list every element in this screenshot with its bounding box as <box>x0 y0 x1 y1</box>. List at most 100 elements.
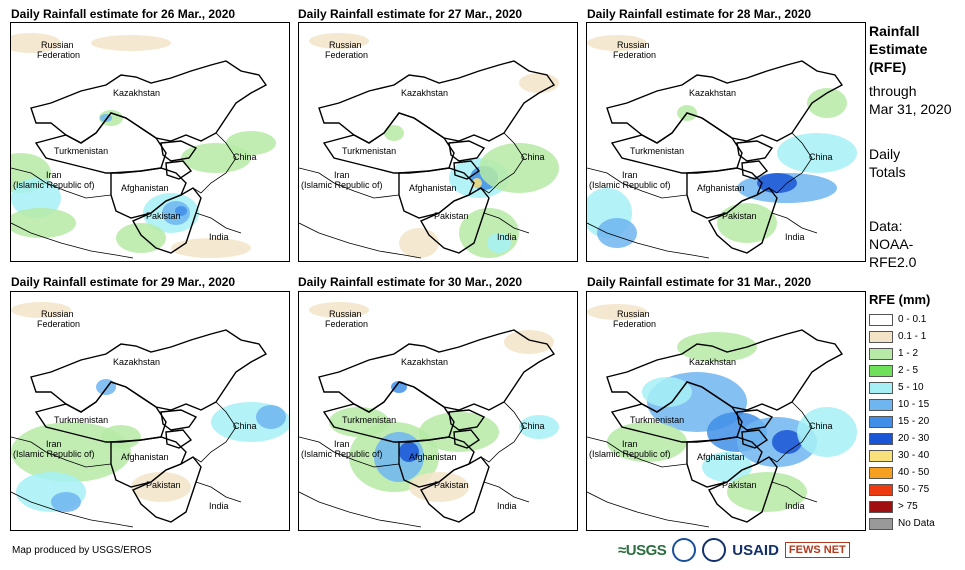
country-label: Iran <box>334 170 350 180</box>
country-boundary <box>420 187 490 254</box>
country-boundary <box>192 401 237 463</box>
country-label: (Islamic Republic of) <box>301 180 383 190</box>
country-label: (Islamic Republic of) <box>589 180 671 190</box>
legend-swatch <box>869 330 893 343</box>
rainfall-area <box>677 332 757 362</box>
country-boundary <box>768 401 813 463</box>
country-boundary <box>453 160 481 180</box>
fews-net-logo: FEWS NET <box>784 542 850 558</box>
country-boundary <box>34 112 167 174</box>
country-label: India <box>497 501 517 511</box>
country-boundary <box>587 491 710 528</box>
country-label: Russian <box>617 309 650 319</box>
country-label: (Islamic Republic of) <box>301 449 383 459</box>
legend-swatch <box>869 415 893 428</box>
country-label: Turkmenistan <box>630 146 684 156</box>
map-credit: Map produced by USGS/EROS <box>12 545 152 556</box>
rainfall-area <box>309 33 369 49</box>
country-boundary <box>483 212 530 234</box>
rainfall-area <box>597 218 637 248</box>
rainfall-area <box>772 430 802 454</box>
panel-title-1: Daily Rainfall estimate for 26 Mar., 202… <box>11 7 236 21</box>
country-label: India <box>209 232 229 242</box>
rainfall-area <box>807 88 847 118</box>
country-label: Pakistan <box>434 211 469 221</box>
country-label: Federation <box>325 50 368 60</box>
rainfall-area <box>717 203 777 243</box>
rainfall-area <box>504 330 554 354</box>
country-boundary <box>480 401 525 463</box>
through-date: through Mar 31, 2020 <box>869 83 952 117</box>
country-label: Kazakhstan <box>401 88 448 98</box>
legend-label: 10 - 15 <box>898 399 930 410</box>
legend-label: 20 - 30 <box>898 433 930 444</box>
rainfall-area <box>727 472 807 512</box>
rainfall-area <box>519 415 559 439</box>
rainfall-area <box>175 206 187 216</box>
rainfall-area <box>256 405 286 429</box>
legend-swatch <box>869 466 893 479</box>
country-boundary <box>195 481 242 503</box>
legend-label: 40 - 50 <box>898 467 930 478</box>
country-label: (Islamic Republic of) <box>589 449 671 459</box>
legend-swatch <box>869 483 893 496</box>
country-label: Russian <box>329 309 362 319</box>
country-boundary <box>736 140 774 162</box>
legend-item: 30 - 40 <box>869 447 935 464</box>
country-boundary <box>708 456 778 523</box>
legend-item: 0.1 - 1 <box>869 328 935 345</box>
country-boundary <box>132 187 202 254</box>
legend-item: No Data <box>869 515 935 532</box>
country-label: Russian <box>329 40 362 50</box>
map-panel-2: Russian Federation Kazakhstan Turkmenistan C… <box>298 22 578 262</box>
rainfall-area <box>399 442 419 462</box>
country-boundary <box>453 429 481 449</box>
country-boundary <box>606 60 844 144</box>
legend-swatch <box>869 381 893 394</box>
country-label: Kazakhstan <box>689 357 736 367</box>
country-boundary <box>11 222 134 259</box>
country-boundary <box>30 329 268 413</box>
rainfall-area <box>487 233 511 253</box>
panel-title-2: Daily Rainfall estimate for 27 Mar., 202… <box>298 7 523 21</box>
legend-swatch <box>869 364 893 377</box>
country-boundary <box>448 140 486 162</box>
map-panel-4: Russian Federation Kazakhstan Turkmenistan C… <box>10 291 290 531</box>
legend-item: > 75 <box>869 498 935 515</box>
country-label: Afghanistan <box>697 183 745 193</box>
country-boundary <box>322 112 455 174</box>
country-label: China <box>521 421 545 431</box>
country-label: Pakistan <box>722 211 757 221</box>
country-label: Turkmenistan <box>342 146 396 156</box>
legend-item: 50 - 75 <box>869 481 935 498</box>
country-label: China <box>233 152 257 162</box>
country-label: Turkmenistan <box>630 415 684 425</box>
panel-title-3: Daily Rainfall estimate for 28 Mar., 202… <box>587 7 812 21</box>
country-boundary <box>165 160 193 180</box>
country-boundary <box>610 381 743 443</box>
usaid-logo: USAID <box>732 541 779 559</box>
rainfall-area <box>587 304 647 320</box>
rainfall-area <box>777 133 857 173</box>
country-label: Afghanistan <box>697 452 745 462</box>
country-boundary <box>771 212 818 234</box>
country-label: China <box>521 152 545 162</box>
country-boundary <box>195 212 242 234</box>
country-label: China <box>809 152 833 162</box>
country-boundary <box>11 491 134 528</box>
data-source: Data: NOAA- RFE2.0 <box>869 218 917 270</box>
country-label: Russian <box>617 40 650 50</box>
country-label: Iran <box>46 170 62 180</box>
legend-item: 40 - 50 <box>869 464 935 481</box>
country-label: Russian <box>41 40 74 50</box>
rainfall-area <box>702 452 752 482</box>
rainfall-area <box>757 173 797 193</box>
map-panel-6: Russian Federation Kazakhstan Turkmenistan C… <box>586 291 866 531</box>
country-boundary <box>610 112 743 174</box>
legend-item: 20 - 30 <box>869 430 935 447</box>
panel-title-5: Daily Rainfall estimate for 30 Mar., 202… <box>298 275 523 289</box>
country-boundary <box>160 140 198 162</box>
country-label: Kazakhstan <box>113 357 160 367</box>
legend-item: 10 - 15 <box>869 396 935 413</box>
panel-title-4: Daily Rainfall estimate for 29 Mar., 202… <box>11 275 236 289</box>
